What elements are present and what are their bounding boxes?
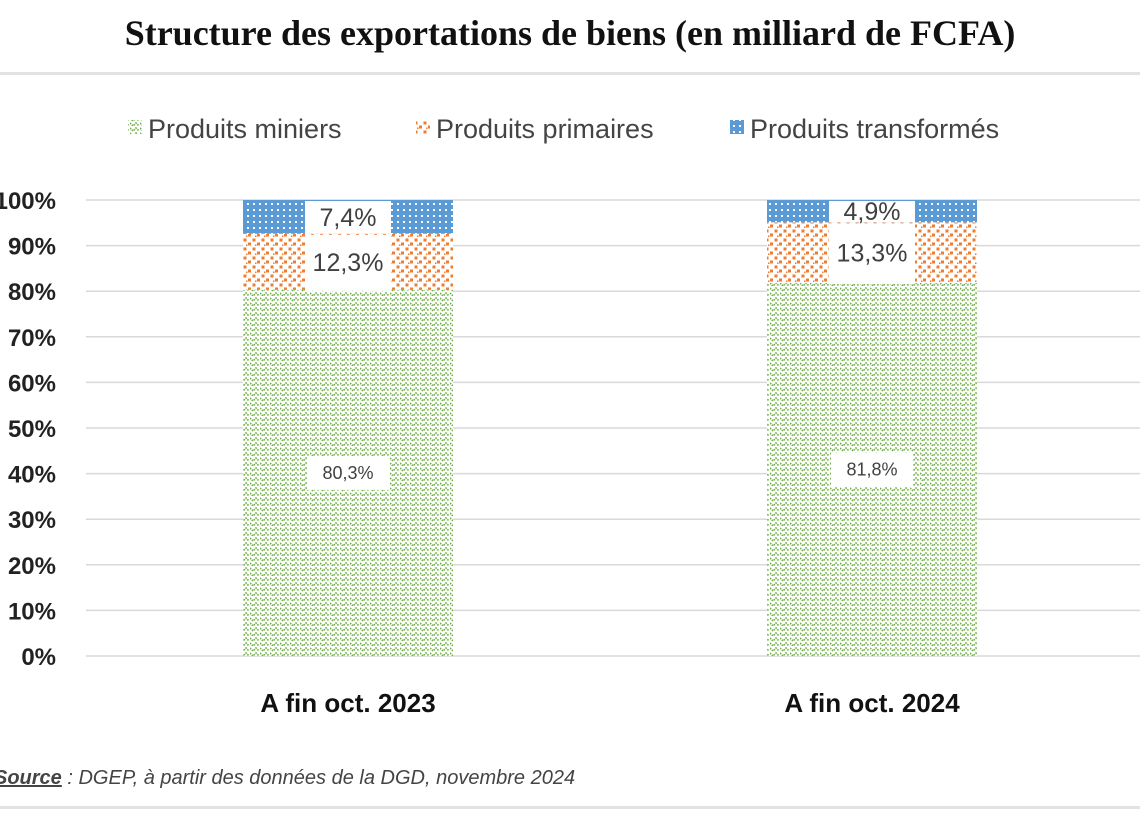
legend-swatch <box>416 120 430 134</box>
stacked-bar-chart: 0% 10% 20% 30% 40% 50% 60% 70% 80% 90% 100% 80,3% 1… <box>0 114 1140 718</box>
data-label: 12,3% <box>313 249 384 277</box>
y-tick-label: 50% <box>8 416 56 443</box>
y-tick-label: 90% <box>8 234 56 261</box>
x-tick-label: A fin oct. 2023 <box>260 688 435 718</box>
y-tick-label: 70% <box>8 325 56 352</box>
y-tick-label: 30% <box>8 507 56 534</box>
y-tick-label: 80% <box>8 279 56 306</box>
data-label-box <box>307 455 389 490</box>
x-axis-ticks: A fin oct. 2023 A fin oct. 2024 <box>260 688 960 718</box>
y-axis-ticks: 0% 10% 20% 30% 40% 50% 60% 70% 80% 90% 100% <box>0 188 56 671</box>
legend-label: Produits miniers <box>148 114 342 144</box>
data-label-box <box>305 201 391 234</box>
legend-swatch <box>730 120 744 134</box>
y-tick-label: 0% <box>21 644 56 671</box>
legend-swatch <box>128 120 142 134</box>
data-label-box <box>829 201 915 223</box>
data-labels: 80,3% 12,3% 7,4% 81,8% 13,3% 4,9% <box>305 198 915 490</box>
data-label-box <box>829 223 915 284</box>
y-tick-label: 10% <box>8 598 56 625</box>
data-label: 7,4% <box>320 204 377 232</box>
data-label-box <box>305 234 391 291</box>
y-tick-label: 20% <box>8 553 56 580</box>
source-text: : DGEP, à partir des données de la DGD, … <box>61 767 576 789</box>
data-label: 13,3% <box>837 240 908 268</box>
source-note: Source : DGEP, à partir des données de l… <box>0 767 575 790</box>
data-label: 80,3% <box>322 463 373 483</box>
chart-title: Structure des exportations de biens (en … <box>124 13 1016 53</box>
top-divider <box>0 72 1140 75</box>
source-label: Source <box>0 767 62 789</box>
x-tick-label: A fin oct. 2024 <box>784 688 960 718</box>
data-label-box <box>831 452 913 487</box>
legend-label: Produits primaires <box>436 114 654 144</box>
legend-label: Produits transformés <box>750 114 999 144</box>
legend: Produits miniers Produits primaires Produi… <box>128 114 999 144</box>
y-tick-label: 60% <box>8 370 56 397</box>
y-tick-label: 40% <box>8 462 56 489</box>
data-label: 4,9% <box>844 198 901 226</box>
y-tick-label: 100% <box>0 188 56 215</box>
data-label: 81,8% <box>846 459 897 479</box>
bottom-divider <box>0 806 1140 809</box>
